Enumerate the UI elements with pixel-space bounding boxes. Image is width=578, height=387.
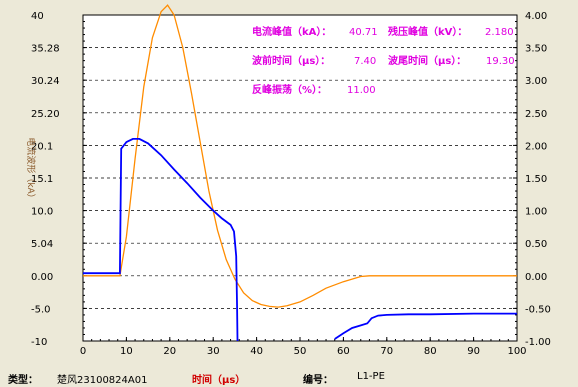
front-time-label: 波前时间（μs）： — [252, 54, 330, 67]
x-tick-label: 10 — [120, 346, 133, 357]
series-line-3 — [334, 312, 517, 340]
y-tick-label-left: -10 — [31, 337, 47, 348]
y-tick-label-left: 25.20 — [31, 109, 60, 120]
peak-current-value: 40.71 — [349, 27, 378, 38]
time-axis-label: 时间（μs） — [192, 375, 246, 386]
x-tick-label: 80 — [424, 346, 437, 357]
y-tick-label-right: 1.00 — [525, 207, 547, 218]
x-tick-label: 30 — [207, 346, 220, 357]
tail-time-value: 19.30 — [486, 56, 515, 67]
y-tick-label-left: 0.00 — [31, 272, 53, 283]
status-footer: 类型： 楚风23100824A01 时间（μs） 编号： L1-PE — [0, 367, 578, 387]
y-tick-label-left: 40 — [31, 11, 44, 22]
y-tick-label-right: 0.00 — [525, 272, 547, 283]
series-line-2 — [83, 137, 239, 342]
peak-current-label: 电流峰值（kA）： — [252, 25, 331, 38]
x-tick-label: 90 — [467, 346, 480, 357]
y-tick-label-left: 20.1 — [31, 141, 53, 152]
y-tick-label-right: 3.00 — [525, 76, 547, 87]
series-line-1 — [83, 4, 517, 308]
front-time-value: 7.40 — [354, 56, 376, 67]
type-label: 类型： — [8, 375, 38, 386]
x-tick-label: 60 — [337, 346, 350, 357]
y-tick-label-left: 30.24 — [31, 76, 60, 87]
y-tick-label-left: 10.0 — [31, 207, 53, 218]
id-value: L1-PE — [357, 371, 385, 382]
y-axis-label: 电流波形（kA） — [25, 137, 37, 202]
y-tick-label-right: 2.00 — [525, 141, 547, 152]
y-tick-label-right: 2.50 — [525, 109, 547, 120]
y-tick-label-left: -5.0 — [31, 304, 51, 315]
residual-voltage-value: 2.180 — [485, 27, 514, 38]
x-tick-label: 40 — [250, 346, 263, 357]
y-tick-label-right: 4.00 — [525, 11, 547, 22]
waveform-chart: 40 4.00 35.28 3.50 30.24 3.00 25.20 2.50 20.1 2.0… — [25, 4, 551, 357]
tail-time-label: 波尾时间（μs）： — [388, 54, 466, 67]
y-tick-label-left: 15.1 — [31, 174, 53, 185]
residual-voltage-label: 残压峰值（kV）： — [388, 25, 467, 38]
info-panel: 电流峰值（kA）： 40.71 残压峰值（kV）： 2.180 波前时间（μs）… — [252, 25, 515, 96]
x-tick-label: 0 — [80, 346, 86, 357]
y-tick-label-left: 35.28 — [31, 44, 60, 55]
grid — [83, 47, 517, 309]
y-tick-label-right: 0.50 — [525, 239, 547, 250]
y-tick-label-right: -1.00 — [525, 337, 551, 348]
x-tick-label: 20 — [163, 346, 176, 357]
y-tick-label-right: 3.50 — [525, 44, 547, 55]
y-tick-label-right: 1.50 — [525, 174, 547, 185]
y-tick-label-left: 5.04 — [31, 239, 53, 250]
x-tick-label: 70 — [380, 346, 393, 357]
series-group — [83, 4, 517, 342]
oscillation-label: 反峰振荡（%）： — [252, 83, 327, 96]
x-tick-label: 100 — [507, 346, 526, 357]
oscillation-value: 11.00 — [347, 85, 376, 96]
axis-ticks: 40 4.00 35.28 3.50 30.24 3.00 25.20 2.50 20.1 2.0… — [31, 11, 551, 357]
type-value: 楚风23100824A01 — [57, 375, 148, 386]
x-tick-label: 50 — [294, 346, 307, 357]
y-tick-label-right: -0.50 — [525, 304, 551, 315]
id-label: 编号： — [303, 375, 333, 386]
